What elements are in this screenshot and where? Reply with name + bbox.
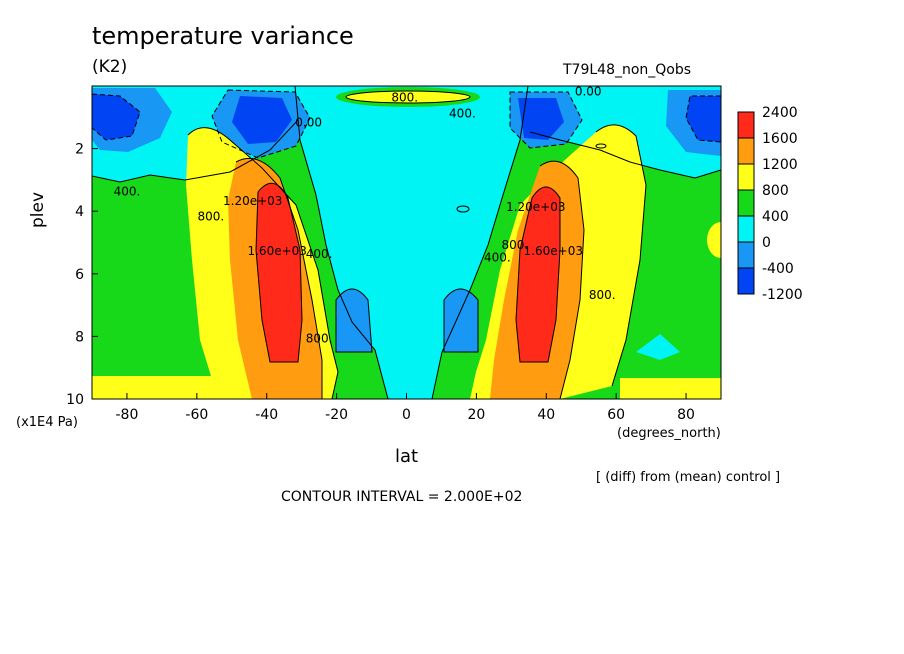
x-tick-label: -20 [325,407,348,423]
field-neg-1200-d [686,96,721,142]
x-tick-label: 0 [402,407,411,423]
contour-line [345,90,471,104]
colorbar-swatch [737,215,755,243]
y-axis-unit: (x1E4 Pa) [16,415,78,430]
contour-label: 800. [306,332,333,346]
contour-label: 800. [391,91,418,105]
field-top-jet-inner [346,91,470,103]
chart-title: temperature variance [92,22,354,50]
x-tick-label: 80 [677,407,695,423]
contour-line [685,95,721,143]
contour-line [335,288,373,353]
contour-line [595,143,607,149]
colorbar-swatch [737,241,755,269]
contour-line [255,182,303,363]
y-tick-label: 6 [75,267,84,283]
y-tick-label: 8 [75,329,84,345]
contour-line [211,89,311,159]
field-neg-400-lobe-left [336,289,372,352]
colorbar-label: 0 [762,235,771,251]
colorbar-swatch [737,137,755,165]
contour-label: 1.20e+03 [223,194,282,208]
contour-line [509,91,583,149]
contour-line [529,131,721,179]
colorbar-label: 2400 [762,105,798,121]
contour-line [456,205,470,213]
y-tick-label: 10 [66,392,84,408]
field-800-right-edge [707,222,721,258]
field-800-1200-bottom-right [620,378,721,399]
contour-labels: 800.400.0.000.00400.800.1.20e+031.60e+03… [114,84,616,345]
x-tick-label: -40 [255,407,278,423]
colorbar: 2400 1600 1200 800 400 0 -400 -1200 [737,105,803,303]
contour-label: 800. [197,210,224,224]
contour-line [539,160,585,399]
colorbar-swatch [737,189,755,217]
colorbar-swatch [737,111,755,139]
x-axis: -80 -60 -40 -20 0 20 40 60 80 [116,393,695,423]
x-tick-label: -80 [116,407,139,423]
contour-line [92,119,299,183]
contour-line [235,158,323,399]
colorbar-swatch [737,163,755,191]
contour-label: 0.00 [575,84,602,98]
field-neg-1200-c [518,98,564,140]
colorbar-label: 400 [762,209,789,225]
y-tick-label: 4 [75,204,84,220]
contour-line [443,288,479,353]
x-tick-label: 20 [467,407,485,423]
contour-label: 800. [589,288,616,302]
colorbar-label: 800 [762,183,789,199]
contour-label: 0.00 [295,116,322,130]
colorbar-label: 1200 [762,157,798,173]
contour-label: 400. [306,247,333,261]
contour-lines [92,86,721,399]
contour-label: 800. [501,238,528,252]
contour-label: 1.20e+03 [506,200,565,214]
x-tick-label: -60 [185,407,208,423]
contour-label: 1.60e+03 [247,244,306,258]
field-neg-1200-b [232,96,292,144]
field-1600-2400-left [256,183,302,362]
contour-line [92,93,141,141]
x-axis-label: lat [395,446,419,467]
field-neg-1200-a [92,94,140,140]
x-tick-label: 60 [607,407,625,423]
x-tick-label: 40 [537,407,555,423]
chart-units: (K2) [92,57,128,77]
x-axis-unit: (degrees_north) [617,426,721,441]
colorbar-label: -400 [762,261,794,277]
field-neg-400-lobe-right [444,289,478,352]
y-axis: 2 4 6 8 10 [66,142,98,408]
field-800-1200-bottom-left [92,376,242,399]
colorbar-swatch [737,267,755,295]
contour-label: 400. [114,185,141,199]
colorbar-label: -1200 [762,287,803,303]
contour-line [595,124,647,387]
colorbar-label: 1600 [762,131,798,147]
contour-label: 1.60e+03 [524,244,583,258]
contour-line [187,127,339,399]
contour-fields [92,86,721,399]
contour-label: 400. [449,106,476,120]
contour-label: 400. [484,250,511,264]
experiment-label: T79L48_non_Qobs [563,62,692,78]
y-tick-label: 2 [75,142,84,158]
contour-line [515,186,561,363]
contour-interval: CONTOUR INTERVAL = 2.000E+02 [281,489,523,505]
diff-note: [ (diff) from (mean) control ] [596,470,781,485]
field-1600-2400-right [516,187,560,362]
field-0-400-lower-right [636,334,680,360]
